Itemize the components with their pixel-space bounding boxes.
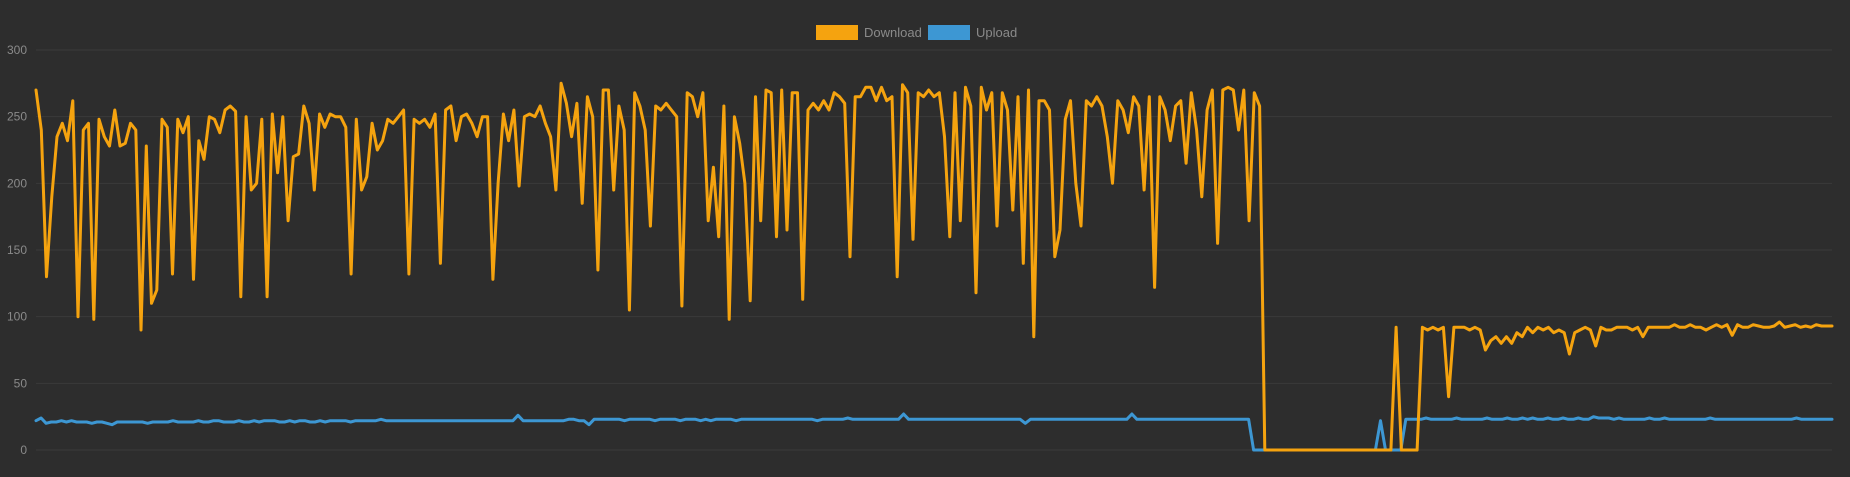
y-tick-label: 150 xyxy=(7,243,27,257)
series-line-download xyxy=(34,81,1834,452)
legend: Download Upload xyxy=(816,25,1017,40)
legend-item-upload[interactable]: Upload xyxy=(928,25,1017,40)
legend-swatch-upload xyxy=(928,25,970,40)
series-line-upload xyxy=(34,412,1834,452)
y-tick-label: 300 xyxy=(7,43,27,57)
y-tick-label: 100 xyxy=(7,310,27,324)
legend-label-download: Download xyxy=(864,25,922,40)
y-tick-label: 200 xyxy=(7,176,27,190)
legend-item-download[interactable]: Download xyxy=(816,25,922,40)
y-tick-label: 0 xyxy=(20,443,27,457)
legend-label-upload: Upload xyxy=(976,25,1017,40)
y-tick-label: 250 xyxy=(7,110,27,124)
series-lines xyxy=(34,81,1834,452)
legend-swatch-download xyxy=(816,25,858,40)
y-tick-label: 50 xyxy=(14,376,28,390)
y-axis-ticks: 0 50 100 150 200 250 300 xyxy=(7,43,27,457)
